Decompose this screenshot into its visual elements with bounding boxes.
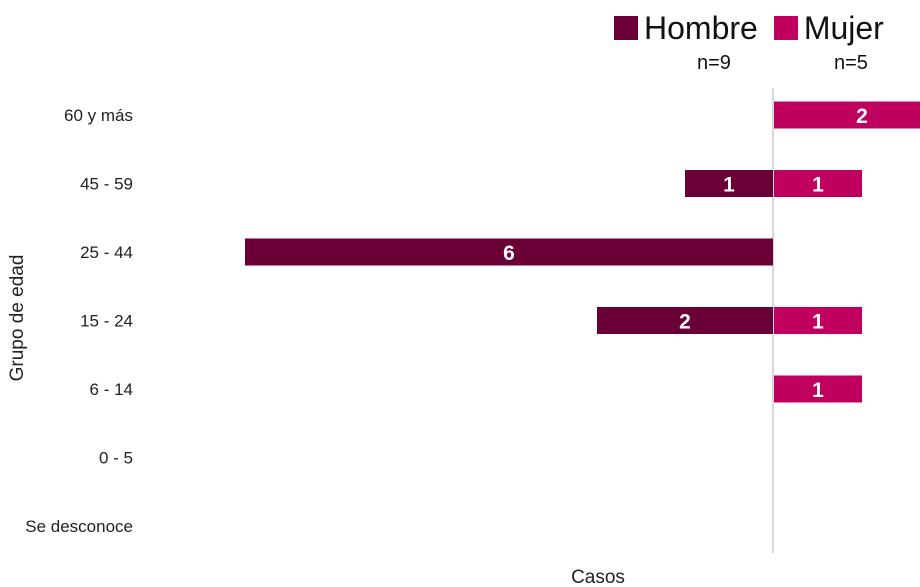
category-label: 25 - 44 <box>80 243 133 262</box>
bar-mujer <box>774 307 862 334</box>
bar-hombre <box>597 307 773 334</box>
x-axis-title: Casos <box>571 567 625 587</box>
data-label-hombre: 6 <box>503 242 515 265</box>
category-label: 60 y más <box>64 106 133 125</box>
bar-mujer <box>774 375 862 403</box>
legend-swatch-hombre <box>614 16 638 40</box>
n-label-mujer: n=5 <box>834 52 868 74</box>
data-label-mujer: 2 <box>856 105 868 128</box>
data-label-mujer: 1 <box>812 311 824 334</box>
legend-label-hombre: Hombre <box>644 9 758 46</box>
bar-mujer <box>774 101 920 129</box>
bar-hombre <box>245 238 773 266</box>
category-label: Se desconoce <box>25 517 133 536</box>
y-axis-title: Grupo de edad <box>7 255 28 382</box>
bar-hombre <box>685 170 773 197</box>
category-label: 0 - 5 <box>99 449 133 468</box>
category-label: 45 - 59 <box>80 175 133 194</box>
legend: Hombre Mujer <box>614 8 900 48</box>
data-label-mujer: 1 <box>812 174 824 197</box>
data-label-hombre: 2 <box>679 311 691 334</box>
legend-item-mujer: Mujer <box>773 9 884 47</box>
category-label: 15 - 24 <box>80 312 133 331</box>
legend-item-hombre: Hombre <box>614 10 758 47</box>
legend-swatch-mujer <box>773 16 798 40</box>
legend-label-mujer: Mujer <box>803 9 884 46</box>
data-label-hombre: 1 <box>723 174 735 197</box>
data-label-mujer: 1 <box>812 379 824 402</box>
n-label-hombre: n=9 <box>697 52 731 74</box>
bar-mujer <box>774 170 862 197</box>
category-label: 6 - 14 <box>90 380 133 399</box>
